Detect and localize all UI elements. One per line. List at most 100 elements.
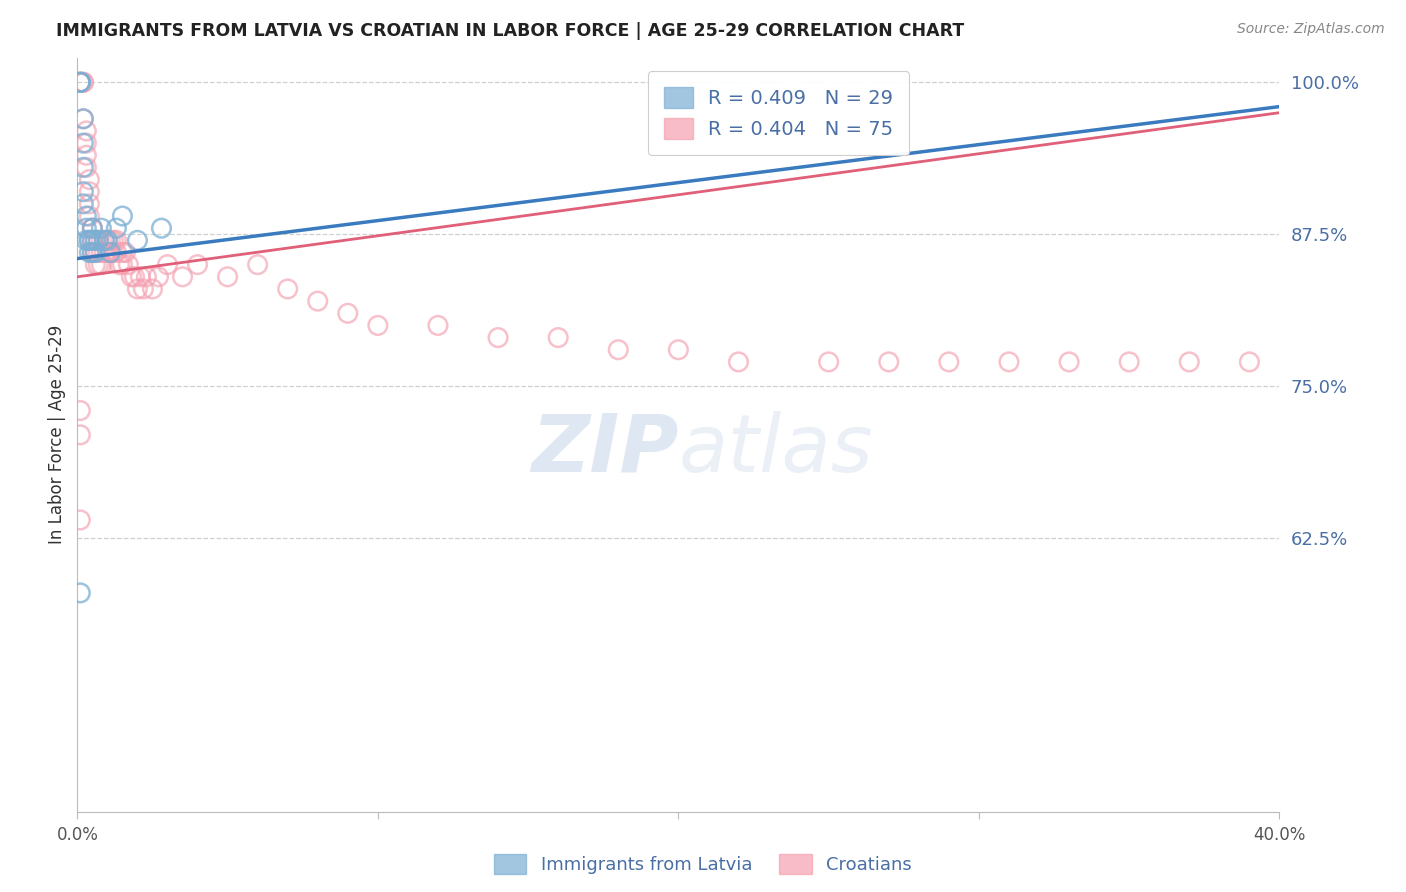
Point (87, 233, 110, 247)
Point (127, 233, 149, 247)
Point (114, 245, 136, 260)
Legend: R = 0.409   N = 29, R = 0.404   N = 75: R = 0.409 N = 29, R = 0.404 N = 75 (648, 71, 910, 154)
Point (84, 245, 107, 260)
Point (877, 355, 900, 369)
Point (82, 233, 104, 247)
Point (96, 233, 118, 247)
Point (938, 355, 960, 369)
Point (82, 233, 104, 247)
Point (72, 197, 94, 211)
Point (111, 209, 134, 223)
Point (156, 258, 179, 272)
Point (307, 294, 329, 309)
Point (998, 355, 1021, 369)
Point (87, 233, 110, 247)
Point (103, 245, 125, 260)
Point (129, 269, 152, 284)
Point (72, 75, 94, 89)
Point (100, 245, 122, 260)
Point (486, 330, 509, 344)
Point (427, 318, 450, 333)
Text: atlas: atlas (679, 411, 873, 489)
Point (367, 318, 389, 333)
Point (87, 258, 110, 272)
Point (124, 269, 146, 284)
Point (817, 355, 839, 369)
Point (82, 221, 104, 235)
Point (1118, 355, 1140, 369)
Text: IMMIGRANTS FROM LATVIA VS CROATIAN IN LABOR FORCE | AGE 25-29 CORRELATION CHART: IMMIGRANTS FROM LATVIA VS CROATIAN IN LA… (56, 22, 965, 40)
Point (72, 185, 94, 199)
Point (82, 221, 104, 235)
Point (668, 343, 690, 357)
Point (135, 269, 157, 284)
Point (93, 233, 115, 247)
Point (607, 343, 630, 357)
Point (69, 75, 91, 89)
Point (1178, 355, 1201, 369)
Point (79, 185, 101, 199)
Point (277, 282, 299, 296)
Text: ZIP: ZIP (531, 411, 679, 489)
Point (72, 112, 94, 126)
Point (69, 75, 91, 89)
Point (148, 269, 170, 284)
Point (79, 197, 101, 211)
Point (79, 233, 101, 247)
Point (93, 245, 115, 260)
Point (105, 233, 128, 247)
Point (111, 258, 134, 272)
Point (127, 282, 149, 296)
Point (100, 233, 122, 247)
Point (69, 586, 91, 600)
Point (79, 209, 101, 223)
Point (79, 172, 101, 186)
Point (1239, 355, 1261, 369)
Point (105, 245, 128, 260)
Point (132, 282, 155, 296)
Point (72, 161, 94, 175)
Point (111, 245, 134, 260)
Point (69, 75, 91, 89)
Point (75, 124, 97, 138)
Point (79, 245, 101, 260)
Point (90, 245, 112, 260)
Point (69, 75, 91, 89)
Point (82, 245, 104, 260)
Point (90, 221, 112, 235)
Point (75, 136, 97, 150)
Point (96, 233, 118, 247)
Point (69, 403, 91, 417)
Point (75, 221, 97, 235)
Point (82, 221, 104, 235)
Point (79, 233, 101, 247)
Point (72, 136, 94, 150)
Point (72, 75, 94, 89)
Point (75, 161, 97, 175)
Point (75, 148, 97, 162)
Point (75, 209, 97, 223)
Point (93, 233, 115, 247)
Point (120, 269, 142, 284)
Point (117, 258, 139, 272)
Text: Source: ZipAtlas.com: Source: ZipAtlas.com (1237, 22, 1385, 37)
Point (96, 245, 118, 260)
Point (150, 221, 173, 235)
Point (69, 428, 91, 442)
Legend: Immigrants from Latvia, Croatians: Immigrants from Latvia, Croatians (486, 847, 920, 881)
Point (108, 258, 131, 272)
Point (84, 233, 107, 247)
Point (75, 233, 97, 247)
Point (100, 245, 122, 260)
Point (90, 233, 112, 247)
Point (246, 258, 269, 272)
Point (69, 513, 91, 527)
Point (87, 245, 110, 260)
Point (105, 221, 128, 235)
Point (84, 258, 107, 272)
Point (69, 75, 91, 89)
Point (141, 282, 163, 296)
Point (90, 258, 112, 272)
Point (727, 355, 749, 369)
Point (72, 112, 94, 126)
